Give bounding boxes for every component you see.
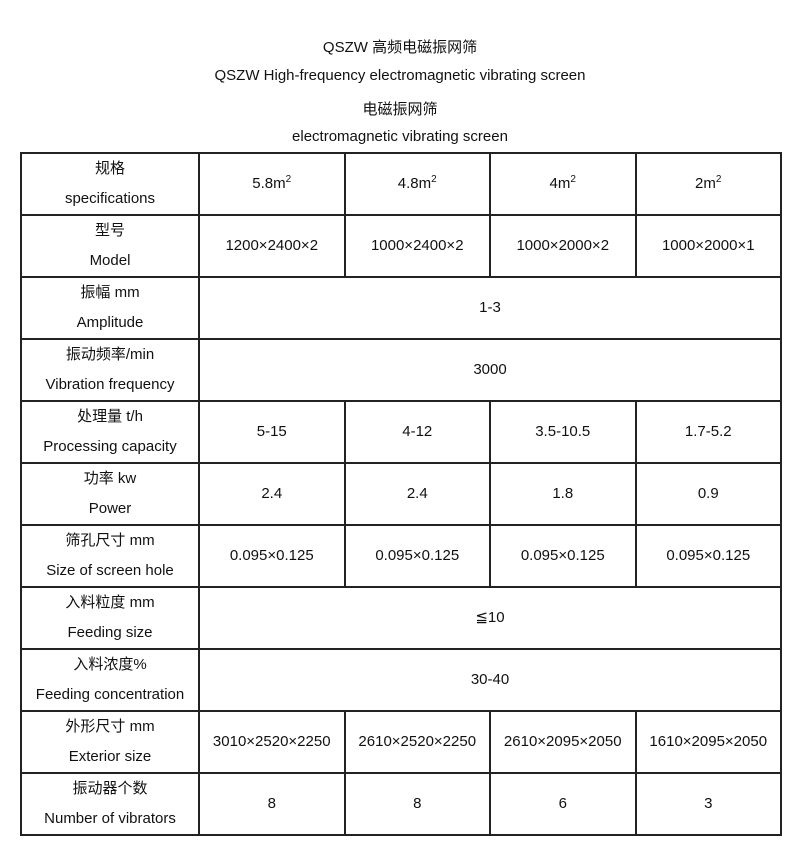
cell-value: 4m [549,175,571,192]
table-row: 振动器个数 Number of vibrators 8 8 6 3 [20,772,782,836]
cell-value: 4.8m [397,175,432,192]
row-label-zh: 振幅 mm [80,284,140,301]
table-cell: 1610×2095×2050 [634,710,782,774]
superscript: 2 [431,174,437,185]
row-header: 规格 specifications [20,152,200,216]
table-cell: 3000 [198,338,782,402]
table-cell: 1000×2000×1 [634,214,782,278]
table-row: 外形尺寸 mm Exterior size 3010×2520×2250 2610×2… [20,710,782,774]
table-cell: 1000×2400×2 [343,214,491,278]
table-cell: 0.9 [634,462,782,526]
table-cell: 1.8 [489,462,637,526]
table-cell: 3 [634,772,782,836]
row-label-zh: 入料浓度% [73,656,147,673]
row-header: 筛孔尺寸 mm Size of screen hole [20,524,200,588]
table-cell: 2610×2520×2250 [343,710,491,774]
table-row: 振幅 mm Amplitude 1-3 [20,276,782,340]
table-cell: 4m2 [489,152,637,216]
table-row: 规格 specifications 5.8m2 4.8m2 4m2 2m2 [20,152,782,216]
table-cell: 2m2 [634,152,782,216]
row-label-zh: 筛孔尺寸 mm [65,532,155,549]
row-label-en: Feeding concentration [35,686,185,703]
row-header: 振动器个数 Number of vibrators [20,772,200,836]
row-label-en: Size of screen hole [46,562,174,579]
table-cell: 5.8m2 [198,152,346,216]
row-label-en: Number of vibrators [44,810,176,827]
table-cell: 0.095×0.125 [343,524,491,588]
row-label-en: Exterior size [68,748,152,765]
row-label-zh: 外形尺寸 mm [65,718,155,735]
title-en: QSZW High-frequency electromagnetic vibr… [214,67,586,84]
table-cell: ≦10 [198,586,782,650]
row-label-en: Processing capacity [43,438,177,455]
table-cell: 3010×2520×2250 [198,710,346,774]
row-header: 外形尺寸 mm Exterior size [20,710,200,774]
table-cell: 1000×2000×2 [489,214,637,278]
subtitle-en: electromagnetic vibrating screen [292,128,508,145]
table-cell: 8 [343,772,491,836]
table-cell: 2.4 [198,462,346,526]
table-row: 入料粒度 mm Feeding size ≦10 [20,586,782,650]
row-header: 振幅 mm Amplitude [20,276,200,340]
table-cell: 4.8m2 [343,152,491,216]
row-header: 入料粒度 mm Feeding size [20,586,200,650]
table-cell: 1-3 [198,276,782,340]
table-cell: 4-12 [343,400,491,464]
table-cell: 5-15 [198,400,346,464]
table-cell: 0.095×0.125 [634,524,782,588]
row-label-en: Amplitude [76,314,144,331]
row-label-zh: 型号 [94,222,125,239]
table-cell: 0.095×0.125 [489,524,637,588]
row-label-zh: 振动器个数 [72,780,148,797]
table-cell: 1200×2400×2 [198,214,346,278]
table-row: 功率 kw Power 2.4 2.4 1.8 0.9 [20,462,782,526]
row-label-zh: 振动频率/min [65,346,155,363]
spec-table: 规格 specifications 5.8m2 4.8m2 4m2 2m2 型号 Model 1… [20,152,782,836]
subtitle-zh: 电磁振网筛 [362,101,438,118]
table-row: 筛孔尺寸 mm Size of screen hole 0.095×0.125 0.0… [20,524,782,588]
row-label-en: Vibration frequency [45,376,175,393]
superscript: 2 [715,174,722,185]
table-cell: 3.5-10.5 [489,400,637,464]
table-row: 入料浓度% Feeding concentration 30-40 [20,648,782,712]
row-label-en: Model [89,252,131,269]
table-row: 振动频率/min Vibration frequency 3000 [20,338,782,402]
cell-value: 5.8m [252,175,286,192]
row-label-en: specifications [64,190,156,207]
superscript: 2 [570,174,576,185]
row-label-en: Power [88,500,132,517]
table-row: 型号 Model 1200×2400×2 1000×2400×2 1000×2000×2… [20,214,782,278]
table-cell: 6 [489,772,637,836]
row-label-en: Feeding size [67,624,153,641]
superscript: 2 [285,174,292,185]
table-cell: 1.7-5.2 [634,400,782,464]
row-label-zh: 入料粒度 mm [65,594,155,611]
row-label-zh: 规格 [94,160,125,177]
row-header: 功率 kw Power [20,462,200,526]
row-label-zh: 功率 kw [83,470,137,487]
table-cell: 0.095×0.125 [198,524,346,588]
title-zh: QSZW 高频电磁振网筛 [322,39,478,56]
table-row: 处理量 t/h Processing capacity 5-15 4-12 3.5-10… [20,400,782,464]
row-header: 型号 Model [20,214,200,278]
table-cell: 2610×2095×2050 [489,710,637,774]
table-cell: 8 [198,772,346,836]
table-cell: 2.4 [343,462,491,526]
row-header: 入料浓度% Feeding concentration [20,648,200,712]
table-cell: 30-40 [198,648,782,712]
row-header: 处理量 t/h Processing capacity [20,400,200,464]
cell-value: 2m [695,175,716,192]
row-header: 振动频率/min Vibration frequency [20,338,200,402]
row-label-zh: 处理量 t/h [77,408,143,425]
